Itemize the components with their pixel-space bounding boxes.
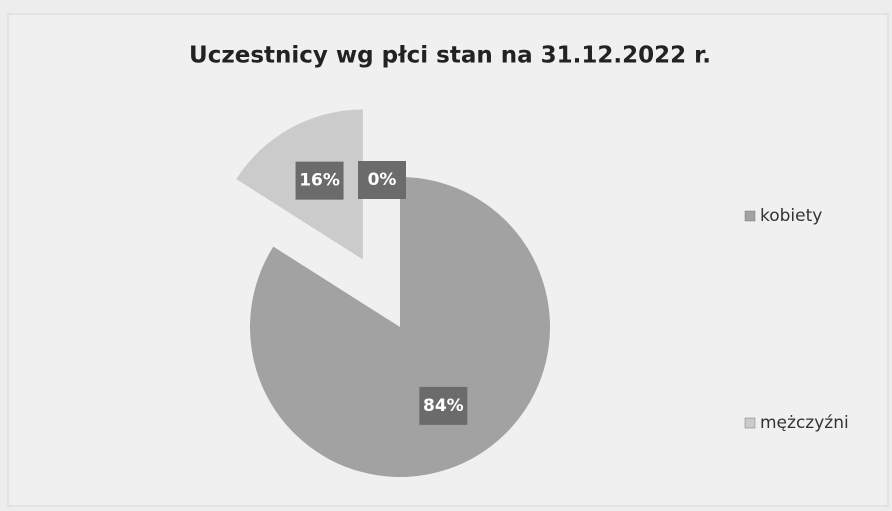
pie-slice: [249, 177, 550, 477]
value-label: 16%: [299, 171, 340, 191]
value-label-box: [419, 386, 468, 425]
value-label: 0%: [368, 170, 397, 190]
legend-label: kobiety: [760, 206, 822, 226]
chart-title: Uczestnicy wg płci stan na 31.12.2022 r.: [189, 43, 711, 69]
legend-label: mężczyźni: [760, 413, 849, 433]
legend-marker: [744, 210, 756, 222]
value-label-box: [358, 161, 406, 199]
value-label: 84%: [423, 396, 464, 416]
value-label-box: [295, 161, 344, 200]
legend-marker: [744, 417, 756, 429]
